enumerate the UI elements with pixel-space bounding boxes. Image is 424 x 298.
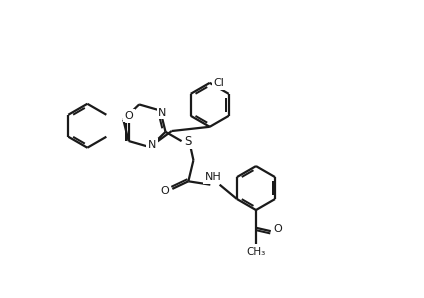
Text: CH₃: CH₃ <box>246 247 265 257</box>
Text: O: O <box>124 111 133 121</box>
Text: Cl: Cl <box>214 78 224 88</box>
Text: N: N <box>158 108 167 118</box>
Text: NH: NH <box>205 172 222 182</box>
Text: N: N <box>148 140 156 150</box>
Text: O: O <box>273 224 282 235</box>
Text: S: S <box>185 135 192 148</box>
Text: O: O <box>160 186 169 196</box>
